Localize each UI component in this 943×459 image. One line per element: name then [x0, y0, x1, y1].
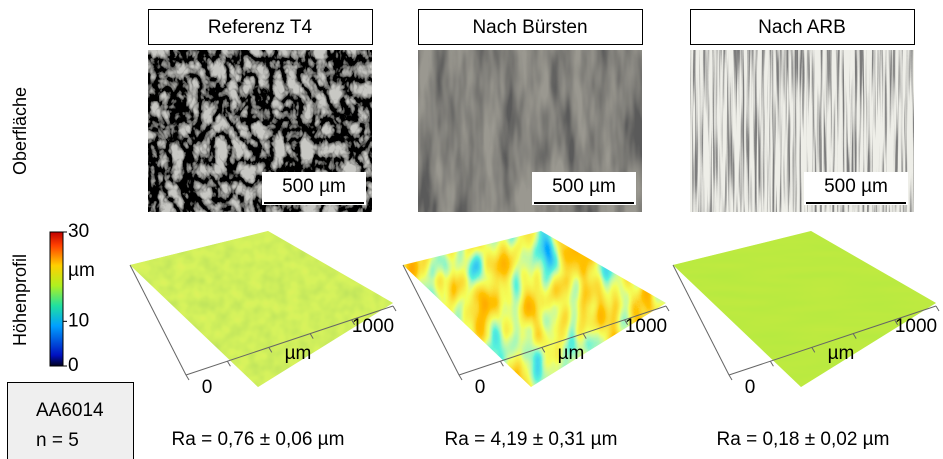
roughness: Ra = 0,18 ± 0,02 µm: [717, 429, 890, 450]
axis-unit: µm: [285, 343, 312, 364]
axis-tick: [186, 375, 189, 380]
sample-material: AA6014: [36, 400, 104, 421]
axis-tick: [729, 375, 732, 380]
axis-tick-label: 0: [202, 377, 213, 398]
axis-tick: [770, 361, 773, 366]
axis-tick: [393, 306, 396, 311]
sample-count: n = 5: [36, 430, 79, 451]
roughness: Ra = 0,76 ± 0,06 µm: [172, 429, 345, 450]
axis-tick: [459, 375, 462, 380]
scale-bar-label: 500 µm: [552, 176, 616, 197]
height-map: [673, 231, 936, 387]
axis-tick-label: 1000: [352, 316, 394, 337]
axis-unit: µm: [828, 343, 855, 364]
axis-tick-label: 1000: [895, 316, 937, 337]
row-label: Oberfläche: [10, 87, 30, 175]
axis-unit: µm: [558, 343, 585, 364]
colorbar-unit: µm: [68, 260, 95, 281]
colorbar: [50, 232, 63, 366]
column-title: Referenz T4: [208, 17, 313, 38]
axis-tick-label: 0: [745, 377, 756, 398]
axis-tick: [500, 361, 503, 366]
scale-bar-label: 500 µm: [282, 176, 346, 197]
column-title: Nach Bürsten: [472, 17, 587, 38]
colorbar-tick-label: 10: [68, 310, 89, 331]
row-label: Höhenprofil: [10, 254, 30, 346]
scale-bar-label: 500 µm: [824, 176, 888, 197]
height-map: [130, 231, 393, 387]
colorbar-tick-label: 30: [68, 221, 89, 242]
axis-tick: [227, 361, 230, 366]
axis-tick: [936, 306, 939, 311]
axis-tick: [666, 306, 669, 311]
axis-tick-label: 1000: [625, 316, 667, 337]
axis-tick-label: 0: [475, 377, 486, 398]
column-title: Nach ARB: [758, 17, 846, 38]
colorbar-tick-label: 0: [68, 355, 79, 376]
height-map: [403, 231, 666, 387]
figure: Oberfläche Höhenprofil µm AA6014 n = 5 0…: [0, 0, 943, 459]
roughness: Ra = 4,19 ± 0,31 µm: [445, 429, 618, 450]
